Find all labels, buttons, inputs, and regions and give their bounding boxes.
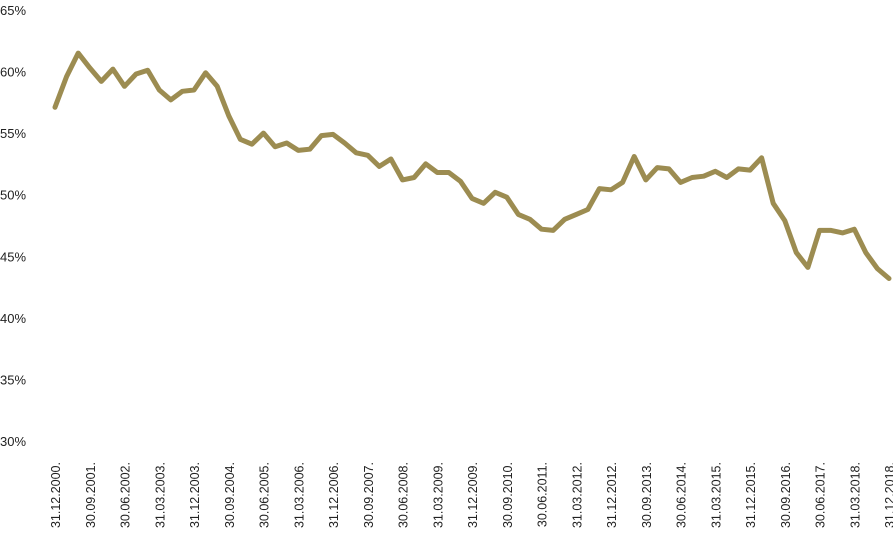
x-tick-label: 30.06.2011. <box>536 462 550 527</box>
line-series <box>52 50 892 281</box>
x-tick-label: 31.12.2012. <box>605 462 619 528</box>
x-tick-label: 30.06.2005. <box>258 462 272 528</box>
y-tick-label: 60% <box>0 65 26 80</box>
x-tick-label: 31.03.2015. <box>709 462 723 528</box>
x-tick-label: 31.03.2006. <box>292 462 306 528</box>
y-tick-label: 55% <box>0 126 26 141</box>
x-tick-label: 31.03.2003. <box>153 462 167 528</box>
x-tick-label: 31.12.2003. <box>188 462 202 528</box>
x-tick-label: 30.09.2001. <box>84 462 98 528</box>
y-tick-label: 50% <box>0 188 26 203</box>
y-tick-label: 65% <box>0 3 26 18</box>
x-tick-label: 31.03.2018. <box>848 462 862 528</box>
y-tick-label: 35% <box>0 372 26 387</box>
x-tick-label: 31.12.2009. <box>466 462 480 528</box>
x-tick-label: 30.06.2002. <box>119 462 133 528</box>
x-tick-label: 31.12.2018. <box>883 462 893 528</box>
x-tick-label: 31.03.2009. <box>431 462 445 528</box>
x-tick-label: 30.06.2014. <box>675 462 689 528</box>
x-tick-label: 30.09.2016. <box>779 462 793 528</box>
x-tick-label: 30.09.2004. <box>223 462 237 528</box>
x-tick-label: 30.06.2008. <box>397 462 411 528</box>
x-tick-label: 31.12.2000. <box>49 462 63 528</box>
x-tick-label: 30.06.2017. <box>814 462 828 528</box>
x-tick-label: 31.12.2015. <box>744 462 758 528</box>
x-tick-label: 30.09.2010. <box>501 462 515 528</box>
y-tick-label: 30% <box>0 434 26 449</box>
x-tick-label: 31.03.2012. <box>570 462 584 528</box>
x-tick-label: 30.09.2013. <box>640 462 654 528</box>
x-tick-label: 31.12.2006. <box>327 462 341 528</box>
x-tick-label: 30.09.2007. <box>362 462 376 528</box>
y-tick-label: 40% <box>0 311 26 326</box>
y-tick-label: 45% <box>0 249 26 264</box>
